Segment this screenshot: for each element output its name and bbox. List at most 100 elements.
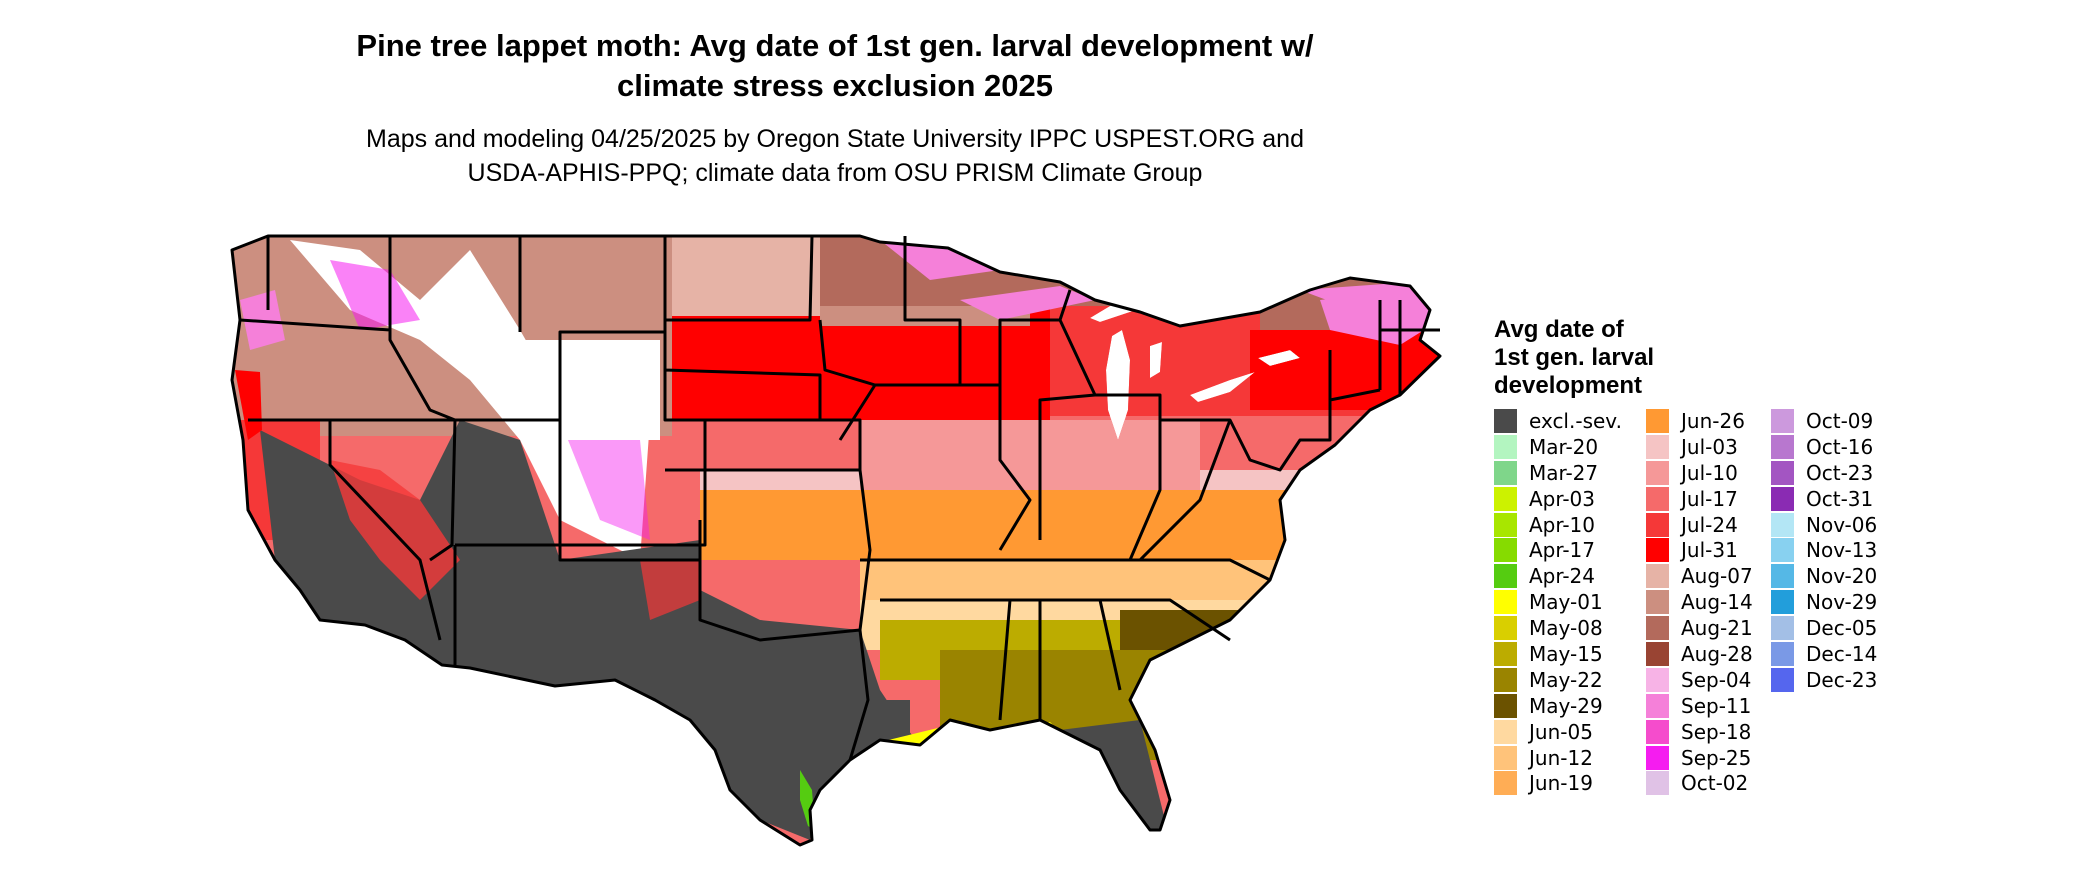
legend-label: Apr-03 [1529, 486, 1595, 511]
legend-item: Dec-14 [1771, 641, 1877, 667]
legend-label: May-22 [1529, 667, 1603, 692]
legend-item: Jul-03 [1646, 434, 1753, 460]
legend-item: Oct-02 [1646, 770, 1753, 796]
legend-swatch [1494, 693, 1517, 718]
legend-swatch [1646, 512, 1669, 537]
legend-label: Nov-13 [1806, 538, 1878, 563]
legend-swatch [1494, 408, 1517, 433]
legend-item: Jun-19 [1494, 770, 1622, 796]
legend-title-line-1: Avg date of [1494, 316, 1624, 343]
legend-item: Jul-10 [1646, 460, 1753, 486]
legend-label: Sep-18 [1681, 719, 1752, 744]
legend-item: Sep-18 [1646, 719, 1753, 745]
legend-swatch [1646, 408, 1669, 433]
legend-swatch [1646, 719, 1669, 744]
legend-item: Oct-16 [1771, 434, 1877, 460]
legend-label: Apr-24 [1529, 564, 1595, 589]
legend-swatch [1494, 771, 1517, 796]
legend-swatch [1494, 616, 1517, 641]
legend-item: Dec-05 [1771, 615, 1877, 641]
legend-swatch [1646, 434, 1669, 459]
legend-swatch [1494, 486, 1517, 511]
legend-swatch [1646, 460, 1669, 485]
legend-item: Aug-21 [1646, 615, 1753, 641]
legend-label: Dec-23 [1806, 667, 1878, 692]
legend-swatch [1646, 486, 1669, 511]
legend-title-line-2: 1st gen. larval [1494, 344, 1655, 371]
legend-item: Sep-04 [1646, 667, 1753, 693]
legend-label: Dec-05 [1806, 616, 1878, 641]
legend-label: Aug-14 [1681, 590, 1753, 615]
legend-swatch [1646, 564, 1669, 589]
legend-label: Oct-23 [1806, 460, 1874, 485]
legend-label: Jul-17 [1681, 486, 1738, 511]
legend-label: Apr-17 [1529, 538, 1595, 563]
legend-item: May-08 [1494, 615, 1622, 641]
legend-swatch [1494, 460, 1517, 485]
legend-label: May-01 [1529, 590, 1603, 615]
legend-label: Aug-21 [1681, 616, 1753, 641]
legend-title: Avg date of 1st gen. larval development [1494, 316, 1654, 400]
legend-swatch [1494, 538, 1517, 563]
legend-swatch [1771, 590, 1794, 615]
map-subtitle: Maps and modeling 04/25/2025 by Oregon S… [260, 122, 1410, 190]
legend-label: Mar-20 [1529, 434, 1599, 459]
legend-label: Jun-05 [1529, 719, 1593, 744]
legend-item: Mar-20 [1494, 434, 1622, 460]
legend-title-line-3: development [1494, 372, 1643, 399]
legend-label: May-08 [1529, 616, 1603, 641]
map-subtitle-line-2: USDA-APHIS-PPQ; climate data from OSU PR… [467, 159, 1203, 187]
legend-swatch [1771, 538, 1794, 563]
legend-item: Jun-05 [1494, 719, 1622, 745]
legend-label: Nov-29 [1806, 590, 1878, 615]
legend-swatch [1494, 719, 1517, 744]
legend-item: Jul-24 [1646, 512, 1753, 538]
legend-item: Mar-27 [1494, 460, 1622, 486]
us-outline [230, 234, 1442, 847]
legend-swatch [1771, 616, 1794, 641]
legend-swatch [1771, 408, 1794, 433]
legend-label: Aug-07 [1681, 564, 1753, 589]
legend-swatch [1646, 641, 1669, 666]
legend-label: Sep-11 [1681, 693, 1752, 718]
legend-label: Jul-10 [1681, 460, 1738, 485]
legend-label: Aug-28 [1681, 641, 1753, 666]
legend-item: Jun-26 [1646, 408, 1753, 434]
legend-label: May-15 [1529, 641, 1603, 666]
legend-swatch [1494, 434, 1517, 459]
legend-swatch [1771, 460, 1794, 485]
legend-swatch [1494, 590, 1517, 615]
legend-label: Apr-10 [1529, 512, 1595, 537]
legend-item: Sep-25 [1646, 745, 1753, 771]
legend-swatch [1494, 641, 1517, 666]
legend-item: Jul-17 [1646, 486, 1753, 512]
legend-item: Oct-09 [1771, 408, 1877, 434]
legend-label: Jun-19 [1529, 771, 1593, 796]
legend-swatch [1771, 564, 1794, 589]
legend-item: Apr-17 [1494, 537, 1622, 563]
legend-swatch [1494, 564, 1517, 589]
legend-label: excl.-sev. [1529, 408, 1622, 433]
legend-label: Jul-03 [1681, 434, 1738, 459]
legend-label: May-29 [1529, 693, 1603, 718]
legend-item: May-01 [1494, 589, 1622, 615]
legend-item: Nov-20 [1771, 563, 1877, 589]
legend-label: Jul-31 [1681, 538, 1738, 563]
legend-label: Oct-16 [1806, 434, 1874, 459]
legend-swatch [1771, 512, 1794, 537]
legend-label: Sep-04 [1681, 667, 1752, 692]
legend-label: Oct-02 [1681, 771, 1749, 796]
legend-item: Nov-13 [1771, 537, 1877, 563]
state-borders [230, 234, 1442, 847]
legend-swatch [1646, 771, 1669, 796]
legend-label: Jun-12 [1529, 745, 1593, 770]
legend-label: Mar-27 [1529, 460, 1599, 485]
legend-swatch [1771, 486, 1794, 511]
legend-item: Oct-23 [1771, 460, 1877, 486]
legend-swatch [1646, 693, 1669, 718]
legend-swatch [1494, 667, 1517, 692]
legend-item: Nov-29 [1771, 589, 1877, 615]
map-title-line-2: climate stress exclusion 2025 [617, 68, 1053, 103]
legend-swatch [1646, 667, 1669, 692]
